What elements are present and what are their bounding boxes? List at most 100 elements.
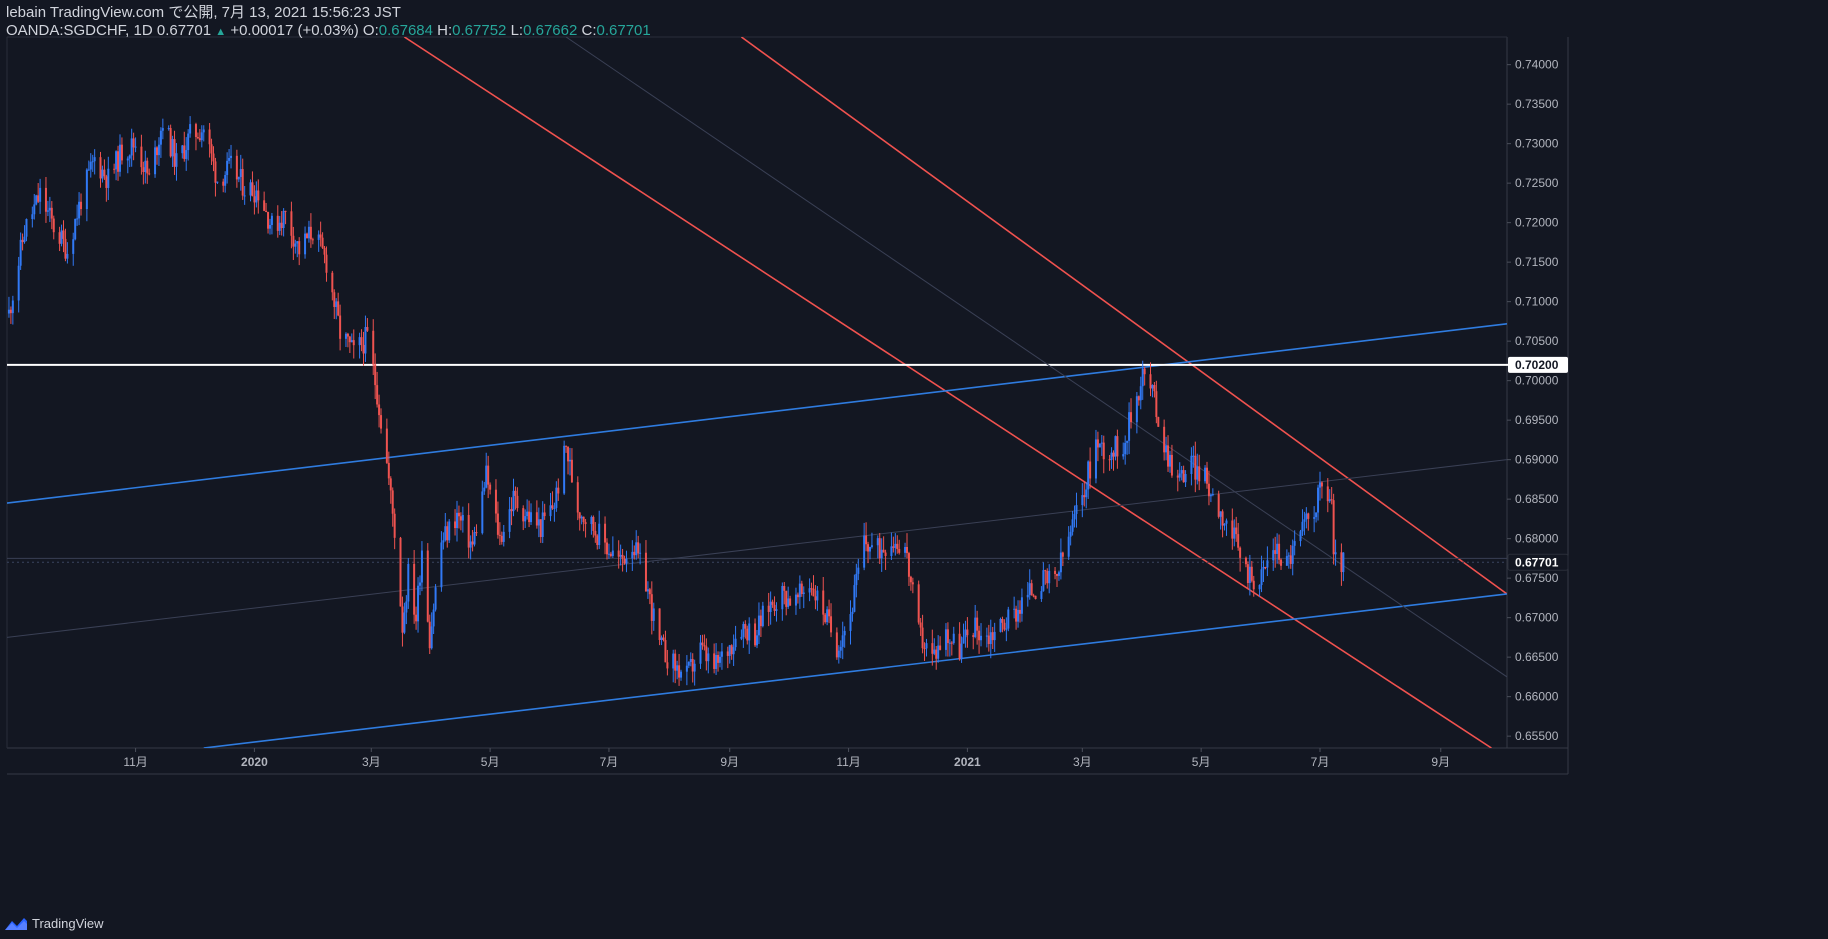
candle-body: [1252, 580, 1255, 590]
candle: [434, 584, 437, 612]
symbol-legend[interactable]: OANDA:SGDCHF, 1D 0.67701 ▲ +0.00017 (+0.…: [6, 22, 651, 41]
candle-body: [609, 553, 612, 556]
candle-body: [512, 490, 515, 512]
candle: [154, 140, 157, 178]
candle: [728, 644, 731, 664]
trend-lines[interactable]: [7, 37, 1507, 748]
candle-body: [346, 333, 349, 337]
candle-body: [1237, 534, 1240, 548]
candle: [461, 506, 464, 533]
candle-body: [1285, 556, 1288, 566]
candle-body: [230, 155, 233, 158]
candle-body: [524, 516, 527, 522]
candle: [1287, 552, 1290, 569]
candle-body: [761, 605, 764, 627]
candle: [800, 580, 803, 597]
candle-body: [415, 614, 418, 622]
candle: [1285, 549, 1288, 566]
candle-body: [596, 535, 599, 546]
candle: [567, 446, 570, 475]
candle-body: [931, 643, 934, 654]
candle-body: [1030, 583, 1033, 596]
candle-body: [344, 333, 347, 339]
candle-body: [265, 210, 268, 213]
candle-body: [321, 237, 324, 248]
candle-body: [993, 631, 996, 641]
candle-body: [1313, 517, 1316, 519]
tradingview-brand[interactable]: TradingView: [4, 916, 104, 931]
candle-body: [23, 236, 26, 243]
candle-body: [362, 344, 365, 354]
candle: [1264, 566, 1267, 570]
candle: [590, 515, 593, 535]
candle-body: [183, 145, 186, 159]
candle-body: [46, 210, 49, 212]
candle: [1141, 360, 1144, 400]
candle: [662, 634, 665, 642]
candle: [1207, 470, 1210, 506]
candle-body: [304, 233, 307, 255]
candle-body: [1320, 482, 1323, 487]
candle-body: [487, 465, 490, 485]
candle: [446, 521, 449, 548]
candle-body: [1244, 557, 1247, 565]
candle: [898, 539, 901, 555]
ascending-channel-line: [203, 593, 1507, 748]
candle: [802, 586, 805, 609]
candle-body: [378, 404, 381, 416]
candle-body: [740, 636, 743, 639]
price-tick-label: 0.71500: [1515, 255, 1559, 269]
candle: [128, 154, 131, 168]
candle: [1198, 454, 1201, 491]
candle-body: [576, 482, 579, 513]
candle-body: [1075, 505, 1078, 514]
candle: [576, 476, 579, 521]
candle-body: [432, 609, 435, 627]
candle-body: [1326, 486, 1329, 502]
candle-body: [1192, 455, 1195, 457]
candle-body: [446, 526, 449, 541]
candle: [444, 512, 447, 542]
candle-body: [756, 635, 758, 646]
candle-body: [292, 235, 295, 247]
candle-body: [878, 538, 881, 559]
candle: [142, 161, 145, 185]
candle-body: [948, 642, 951, 644]
candle-body: [767, 605, 770, 612]
candle: [1085, 481, 1088, 509]
candle-body: [284, 210, 287, 212]
price-tick-label: 0.68500: [1515, 492, 1559, 506]
candle: [117, 145, 120, 181]
candle: [76, 204, 79, 226]
candle-body: [522, 508, 525, 522]
candle-body: [789, 598, 792, 606]
candle-body: [1262, 566, 1265, 570]
candle: [64, 228, 67, 262]
candle: [1030, 579, 1033, 596]
time-axis[interactable]: 11月 2020 3月 5月 7月 9月 11月 2021 3月 5月 7月 9月: [123, 748, 1450, 769]
candle: [1293, 530, 1296, 556]
candle: [426, 543, 429, 623]
candle: [161, 118, 164, 140]
price-axis[interactable]: 0.74000 0.73500 0.73000 0.72500 0.72000 0.715…: [1507, 58, 1559, 744]
candle: [276, 205, 279, 238]
candle-body: [401, 606, 404, 633]
price-tick-label: 0.71000: [1515, 295, 1559, 309]
candle: [99, 151, 102, 188]
candle: [551, 491, 554, 510]
candle-body: [50, 207, 53, 219]
candle-body: [1112, 452, 1115, 457]
candle: [582, 516, 585, 532]
candle: [1151, 384, 1154, 398]
candle: [1122, 442, 1125, 460]
candle-body: [826, 609, 829, 623]
candle: [473, 526, 476, 547]
candle-body: [701, 642, 704, 646]
candle: [604, 516, 607, 555]
candle-body: [148, 173, 151, 175]
candle: [678, 653, 681, 686]
candle: [1040, 586, 1043, 602]
price-tick-label: 0.72500: [1515, 176, 1559, 190]
candle: [173, 130, 176, 175]
